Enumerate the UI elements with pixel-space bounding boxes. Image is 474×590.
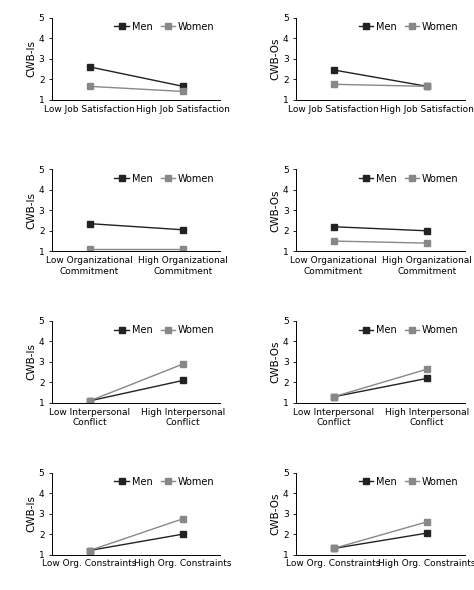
Legend: Men, Women: Men, Women xyxy=(357,476,460,488)
Women xyxy=(331,81,337,88)
Y-axis label: CWB-Is: CWB-Is xyxy=(26,192,36,229)
Women xyxy=(87,245,92,253)
Men xyxy=(87,220,92,227)
Men xyxy=(87,547,92,554)
Line: Men: Men xyxy=(331,67,430,89)
Women xyxy=(424,240,430,247)
Line: Women: Women xyxy=(331,238,430,246)
Line: Men: Men xyxy=(87,378,186,404)
Women xyxy=(87,547,92,554)
Legend: Men, Women: Men, Women xyxy=(357,324,460,336)
Women xyxy=(180,88,186,95)
Men xyxy=(180,83,186,90)
Men xyxy=(331,223,337,230)
Y-axis label: CWB-Os: CWB-Os xyxy=(270,189,280,232)
Legend: Men, Women: Men, Women xyxy=(113,324,216,336)
Men xyxy=(424,227,430,234)
Line: Men: Men xyxy=(331,530,430,551)
Line: Men: Men xyxy=(331,376,430,399)
Line: Women: Women xyxy=(331,519,430,551)
Women xyxy=(331,545,337,552)
Line: Women: Women xyxy=(87,247,186,252)
Line: Women: Women xyxy=(87,84,186,94)
Men xyxy=(87,63,92,70)
Y-axis label: CWB-Is: CWB-Is xyxy=(26,343,36,381)
Women xyxy=(180,245,186,253)
Legend: Men, Women: Men, Women xyxy=(113,21,216,33)
Line: Men: Men xyxy=(87,221,186,232)
Women xyxy=(424,366,430,373)
Men xyxy=(180,226,186,233)
Line: Women: Women xyxy=(331,81,430,89)
Y-axis label: CWB-Os: CWB-Os xyxy=(270,340,280,384)
Men xyxy=(424,83,430,90)
Legend: Men, Women: Men, Women xyxy=(357,172,460,185)
Line: Women: Women xyxy=(331,366,430,399)
Women xyxy=(87,398,92,405)
Men xyxy=(424,530,430,537)
Y-axis label: CWB-Os: CWB-Os xyxy=(270,493,280,535)
Line: Men: Men xyxy=(87,64,186,89)
Y-axis label: CWB-Is: CWB-Is xyxy=(26,495,36,532)
Line: Men: Men xyxy=(87,532,186,553)
Legend: Men, Women: Men, Women xyxy=(357,21,460,33)
Legend: Men, Women: Men, Women xyxy=(113,172,216,185)
Line: Women: Women xyxy=(87,516,186,553)
Men xyxy=(331,545,337,552)
Women xyxy=(424,518,430,525)
Line: Women: Women xyxy=(87,361,186,404)
Women xyxy=(331,394,337,401)
Men xyxy=(180,377,186,384)
Men xyxy=(87,398,92,405)
Legend: Men, Women: Men, Women xyxy=(113,476,216,488)
Men xyxy=(180,530,186,537)
Women xyxy=(331,238,337,245)
Y-axis label: CWB-Os: CWB-Os xyxy=(270,37,280,80)
Men xyxy=(424,375,430,382)
Women xyxy=(424,83,430,90)
Line: Men: Men xyxy=(331,224,430,234)
Women xyxy=(87,83,92,90)
Men xyxy=(331,67,337,74)
Y-axis label: CWB-Is: CWB-Is xyxy=(26,40,36,77)
Women xyxy=(180,360,186,368)
Men xyxy=(331,394,337,401)
Women xyxy=(180,515,186,522)
